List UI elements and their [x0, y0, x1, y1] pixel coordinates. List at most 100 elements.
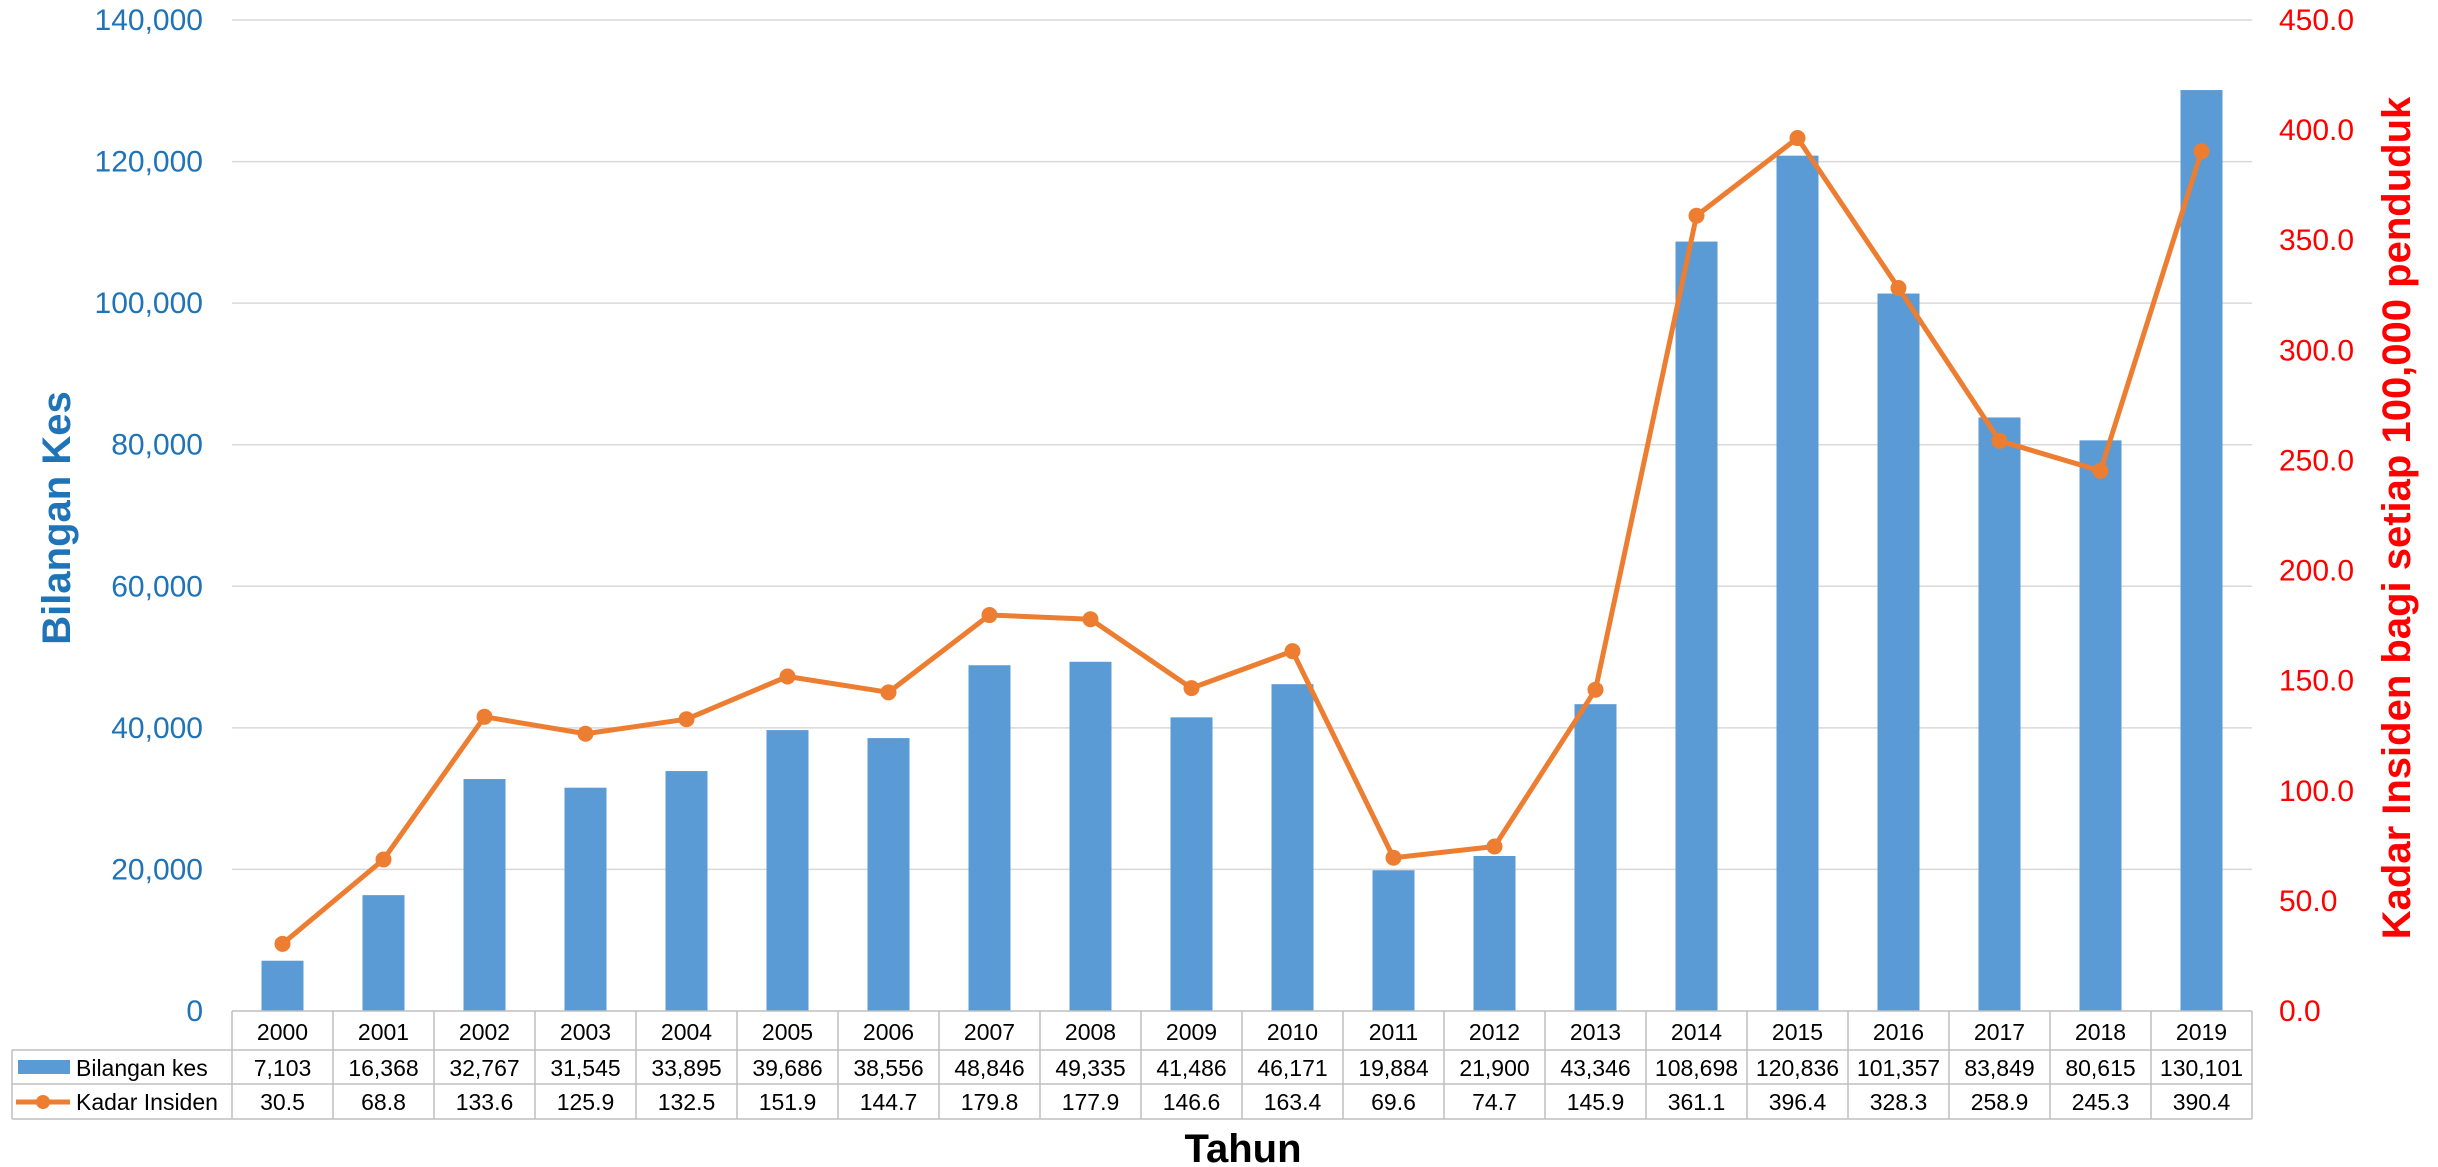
right-tick-label: 200.0 [2279, 555, 2354, 588]
line-data-label: 133.6 [456, 1089, 514, 1115]
line-point [1284, 643, 1301, 660]
line-point [2193, 143, 2210, 160]
bar [261, 960, 304, 1011]
category-label: 2014 [1671, 1019, 1722, 1045]
line-data-label: 328.3 [1870, 1089, 1928, 1115]
line-point [476, 708, 493, 725]
bar-data-label: 46,171 [1257, 1055, 1327, 1081]
left-tick-label: 120,000 [95, 146, 203, 179]
line-data-label: 163.4 [1264, 1089, 1322, 1115]
left-tick-label: 40,000 [111, 712, 203, 745]
left-axis-title: Bilangan Kes [35, 391, 79, 644]
bar [665, 771, 708, 1011]
bar [1170, 717, 1213, 1011]
line-data-label: 390.4 [2173, 1089, 2231, 1115]
line-data-label: 396.4 [1769, 1089, 1827, 1115]
bar [1978, 417, 2021, 1011]
legend-label-bar: Bilangan kes [76, 1055, 208, 1081]
category-label: 2001 [358, 1019, 409, 1045]
category-label: 2019 [2176, 1019, 2227, 1045]
bar-data-label: 16,368 [348, 1055, 418, 1081]
bar-data-label: 83,849 [1964, 1055, 2034, 1081]
left-tick-label: 100,000 [95, 287, 203, 320]
line-data-label: 74.7 [1472, 1089, 1517, 1115]
line-point [1082, 611, 1099, 628]
line-point [1890, 280, 1907, 297]
line-data-label: 245.3 [2072, 1089, 2130, 1115]
bar [1574, 704, 1617, 1011]
bar-data-label: 32,767 [449, 1055, 519, 1081]
bar [1473, 855, 1516, 1011]
right-tick-label: 150.0 [2279, 665, 2354, 698]
category-label: 2007 [964, 1019, 1015, 1045]
category-label: 2006 [863, 1019, 914, 1045]
category-label: 2008 [1065, 1019, 1116, 1045]
line-data-label: 258.9 [1971, 1089, 2029, 1115]
legend-key-bar [18, 1060, 70, 1074]
line-point [981, 607, 998, 624]
category-label: 2016 [1873, 1019, 1924, 1045]
category-label: 2018 [2075, 1019, 2126, 1045]
bar [1776, 155, 1819, 1011]
line-point [779, 668, 796, 685]
data-table: 2000 7,103 30.5 2001 16,368 68.8 2002 32,767 133… [11, 1010, 2253, 1120]
line-data-label: 179.8 [961, 1089, 1019, 1115]
legend-label-line: Kadar Insiden [76, 1089, 218, 1115]
gridlines [232, 19, 2252, 871]
bar-data-label: 19,884 [1358, 1055, 1429, 1081]
bar-data-label: 21,900 [1459, 1055, 1529, 1081]
bar-data-label: 101,357 [1857, 1055, 1940, 1081]
line-data-label: 132.5 [658, 1089, 716, 1115]
category-label: 2015 [1772, 1019, 1823, 1045]
left-tick-label: 80,000 [111, 429, 203, 462]
category-label: 2000 [257, 1019, 308, 1045]
right-tick-label: 450.0 [2279, 4, 2354, 37]
line-point [274, 935, 291, 952]
category-label: 2005 [762, 1019, 813, 1045]
bar [463, 779, 506, 1011]
right-axis-title: Kadar Insiden bagi setiap 100,000 pendud… [2375, 96, 2419, 939]
bar [968, 665, 1011, 1011]
line-point [1991, 432, 2008, 449]
line-data-label: 68.8 [361, 1089, 406, 1115]
line-point [1789, 130, 1806, 147]
left-tick-label: 20,000 [111, 853, 203, 886]
left-tick-label: 0 [186, 995, 203, 1028]
bar [1675, 241, 1718, 1012]
line-point [1183, 680, 1200, 697]
right-tick-label: 0.0 [2279, 995, 2321, 1028]
line-data-label: 69.6 [1371, 1089, 1416, 1115]
right-tick-label: 300.0 [2279, 334, 2354, 367]
right-tick-label: 250.0 [2279, 444, 2354, 477]
line-point [1486, 838, 1503, 855]
x-axis-title: Tahun [1184, 1127, 1301, 1167]
line-data-label: 177.9 [1062, 1089, 1120, 1115]
category-label: 2002 [459, 1019, 510, 1045]
bar [1069, 661, 1112, 1011]
category-label: 2003 [560, 1019, 611, 1045]
right-tick-label: 350.0 [2279, 224, 2354, 257]
bar-data-label: 80,615 [2065, 1055, 2135, 1081]
bar-data-label: 120,836 [1756, 1055, 1839, 1081]
line-data-label: 151.9 [759, 1089, 817, 1115]
right-tick-label: 100.0 [2279, 775, 2354, 808]
bar-data-label: 38,556 [853, 1055, 923, 1081]
left-tick-label: 140,000 [95, 4, 203, 37]
bar [867, 738, 910, 1011]
line-data-label: 361.1 [1668, 1089, 1726, 1115]
line-point [1385, 849, 1402, 866]
category-label: 2009 [1166, 1019, 1217, 1045]
line-point [2092, 462, 2109, 479]
right-tick-label: 400.0 [2279, 114, 2354, 147]
bar-data-label: 49,335 [1055, 1055, 1125, 1081]
line-series [274, 130, 2210, 952]
category-label: 2012 [1469, 1019, 1520, 1045]
bar-data-label: 41,486 [1156, 1055, 1226, 1081]
bar-data-label: 39,686 [752, 1055, 822, 1081]
line-data-label: 30.5 [260, 1089, 305, 1115]
legend-key-line-marker [36, 1095, 50, 1109]
bar-data-label: 130,101 [2160, 1055, 2243, 1081]
left-tick-label: 60,000 [111, 570, 203, 603]
bar-series [261, 90, 2223, 1012]
